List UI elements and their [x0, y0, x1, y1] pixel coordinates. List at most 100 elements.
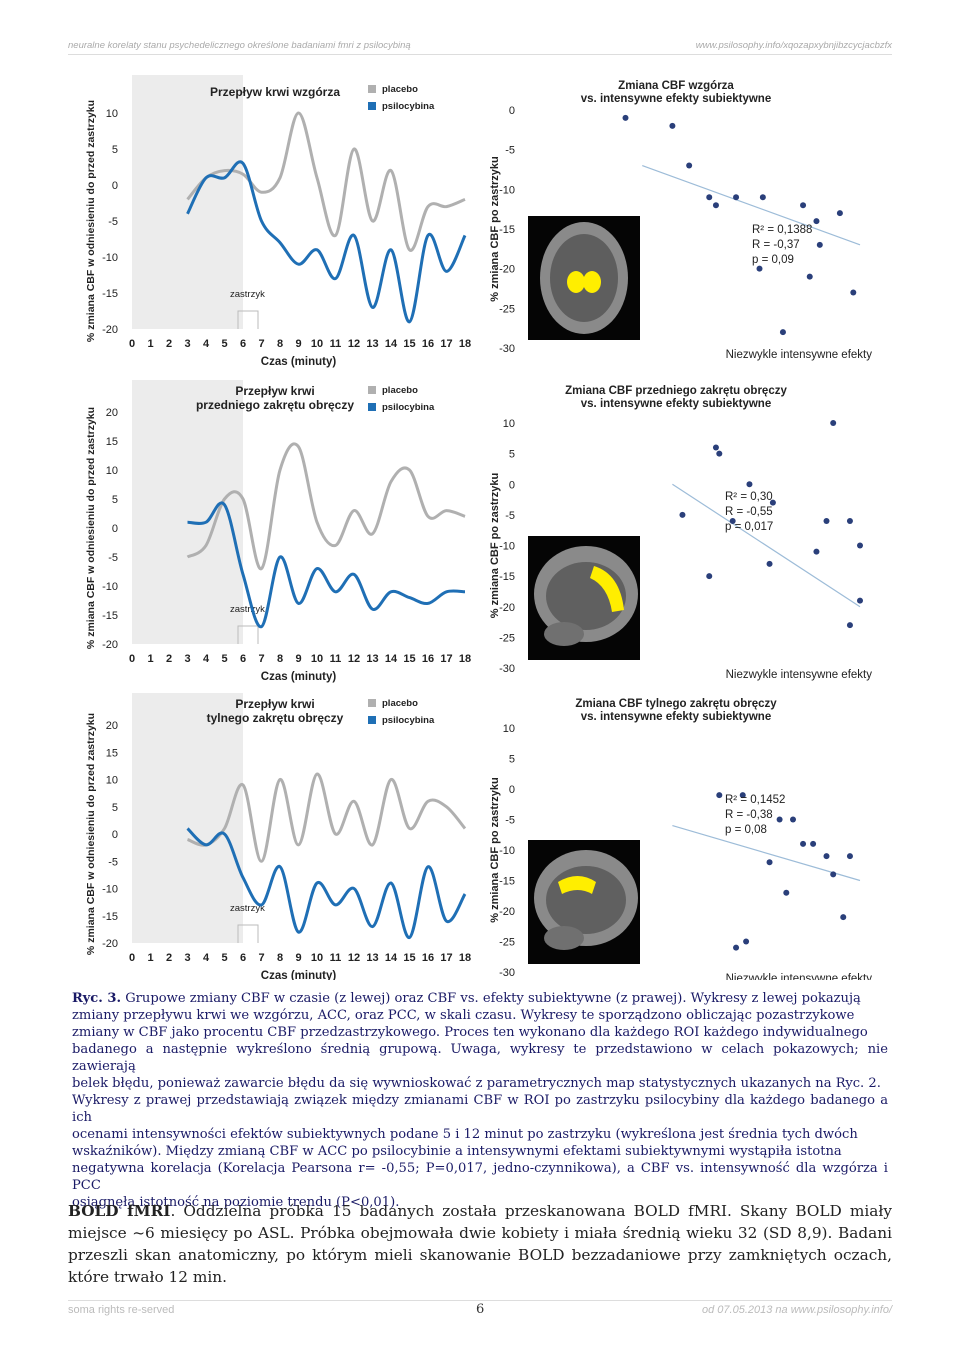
scatter-point	[712, 202, 719, 209]
series-line-placebo	[186, 111, 466, 252]
y-tick-label: -25	[499, 632, 515, 644]
series-line-placebo	[186, 772, 467, 863]
baseline-shading	[132, 380, 243, 644]
scatter-point	[766, 859, 773, 866]
y-tick-label: -25	[499, 937, 515, 949]
legend-label: placebo	[382, 698, 418, 709]
x-tick-label: 9	[295, 338, 301, 350]
stat-label: p = 0,09	[752, 254, 794, 266]
y-tick-label: -10	[102, 884, 118, 896]
x-tick-label: 13	[366, 653, 378, 665]
section-heading: BOLD fMRI	[68, 1202, 171, 1220]
scatter-point	[712, 444, 719, 451]
x-tick-label: 17	[440, 653, 452, 665]
scatter-point	[706, 194, 713, 201]
scatter-point	[743, 938, 750, 945]
scatter-point	[776, 816, 783, 823]
y-tick-label: -30	[499, 967, 515, 979]
scatter-point	[679, 511, 686, 518]
x-tick-label: 8	[277, 338, 283, 350]
legend-swatch-placebo	[368, 85, 376, 93]
panel-title: vs. intensywne efekty subiektywne	[581, 93, 771, 105]
x-tick-label: 6	[240, 653, 246, 665]
y-tick-label: -15	[102, 911, 118, 923]
panel-title: Zmiana CBF przedniego zakrętu obręczy	[565, 385, 787, 397]
y-tick-label: -5	[505, 145, 515, 157]
x-tick-label: 17	[440, 338, 452, 350]
thalamus-roi	[583, 271, 601, 293]
x-tick-label: 4	[203, 653, 210, 665]
header-url[interactable]: www.psilosophy.info/xqozapxybnjibzcycjac…	[695, 40, 892, 51]
x-tick-label: 6	[240, 952, 246, 964]
stat-label: R² = 0,1388	[752, 224, 812, 236]
stat-label: R² = 0,30	[725, 491, 773, 503]
x-tick-label: 14	[385, 338, 398, 350]
scatter-point	[823, 853, 830, 860]
y-tick-label: 20	[106, 720, 118, 732]
x-tick-label: 6	[240, 338, 246, 350]
y-tick-label: 5	[112, 802, 118, 814]
scatter-panel-3: 10 5 0 -5 -10 -15 -20 -25 -30 % zmiana CBF po zas…	[489, 698, 872, 980]
y-tick-label: 10	[106, 465, 118, 477]
footer-source[interactable]: od 07.05.2013 na www.psilosophy.info/	[702, 1304, 892, 1316]
stat-label: p = 0,017	[725, 521, 773, 533]
x-tick-label: 4	[203, 338, 210, 350]
scatter-point	[716, 450, 723, 457]
y-axis-label: % zmiana CBF w odniesieniu do przed zast…	[85, 100, 97, 342]
y-tick-label: -20	[102, 938, 118, 950]
x-tick-label: 16	[422, 952, 434, 964]
x-tick-label: 5	[221, 653, 227, 665]
x-tick-label: 12	[348, 338, 360, 350]
x-tick-label: 8	[277, 653, 283, 665]
panel-title: przedniego zakrętu obręczy	[196, 398, 354, 412]
x-tick-label: 15	[403, 338, 415, 350]
y-tick-label: -20	[102, 324, 118, 336]
panel-title: Zmiana CBF wzgórza	[618, 80, 734, 92]
panel-title: vs. intensywne efekty subiektywne	[581, 398, 771, 410]
y-tick-label: -20	[102, 639, 118, 651]
y-tick-label: -25	[499, 303, 515, 315]
y-tick-label: -20	[499, 264, 515, 276]
scatter-point	[806, 273, 813, 280]
x-tick-label: 7	[258, 653, 264, 665]
y-tick-label: -15	[499, 876, 515, 888]
y-tick-label: 0	[509, 784, 515, 796]
x-tick-label: 5	[221, 338, 227, 350]
x-tick-label: 0	[129, 653, 135, 665]
x-tick-label: 3	[184, 338, 190, 350]
panel-title: Przepływ krwi	[235, 384, 314, 398]
trendline	[672, 825, 861, 882]
x-tick-label: 11	[330, 338, 342, 350]
y-tick-label: -15	[102, 288, 118, 300]
series-line-psilocybina	[187, 501, 466, 629]
series-line-psilocybina	[186, 160, 467, 324]
y-axis-label: % zmiana CBF w odniesieniu do przed zast…	[85, 407, 97, 649]
legend-label: psilocybina	[382, 101, 435, 112]
x-tick-label: 1	[147, 338, 153, 350]
scatter-point	[716, 792, 723, 799]
panel-title: Przepływ krwi wzgórza	[210, 85, 340, 99]
y-tick-label: 10	[106, 108, 118, 120]
scatter-point	[840, 914, 847, 921]
x-tick-label: 15	[403, 952, 415, 964]
legend-label: psilocybina	[382, 402, 435, 413]
series-line-psilocybina	[186, 827, 467, 940]
legend-swatch-placebo	[368, 699, 376, 707]
y-tick-label: 0	[112, 180, 118, 192]
y-tick-label: 0	[112, 523, 118, 535]
body-text: . Oddzielna próbka 15 badanych została p…	[68, 1202, 892, 1286]
x-tick-label: 1	[147, 952, 153, 964]
y-tick-label: 20	[106, 407, 118, 419]
x-tick-label: 18	[459, 653, 471, 665]
x-tick-label: 3	[184, 653, 190, 665]
annotation: zastrzyk	[230, 903, 265, 914]
cerebellum	[544, 926, 584, 950]
legend-label: placebo	[382, 385, 418, 396]
y-tick-label: -20	[499, 906, 515, 918]
panel-title: vs. intensywne efekty subiektywne	[581, 711, 771, 723]
y-axis-label: % zmiana CBF po zastrzyku	[489, 777, 501, 922]
scatter-point	[846, 853, 853, 860]
scatter-point	[756, 265, 763, 272]
x-tick-label: 10	[311, 338, 323, 350]
